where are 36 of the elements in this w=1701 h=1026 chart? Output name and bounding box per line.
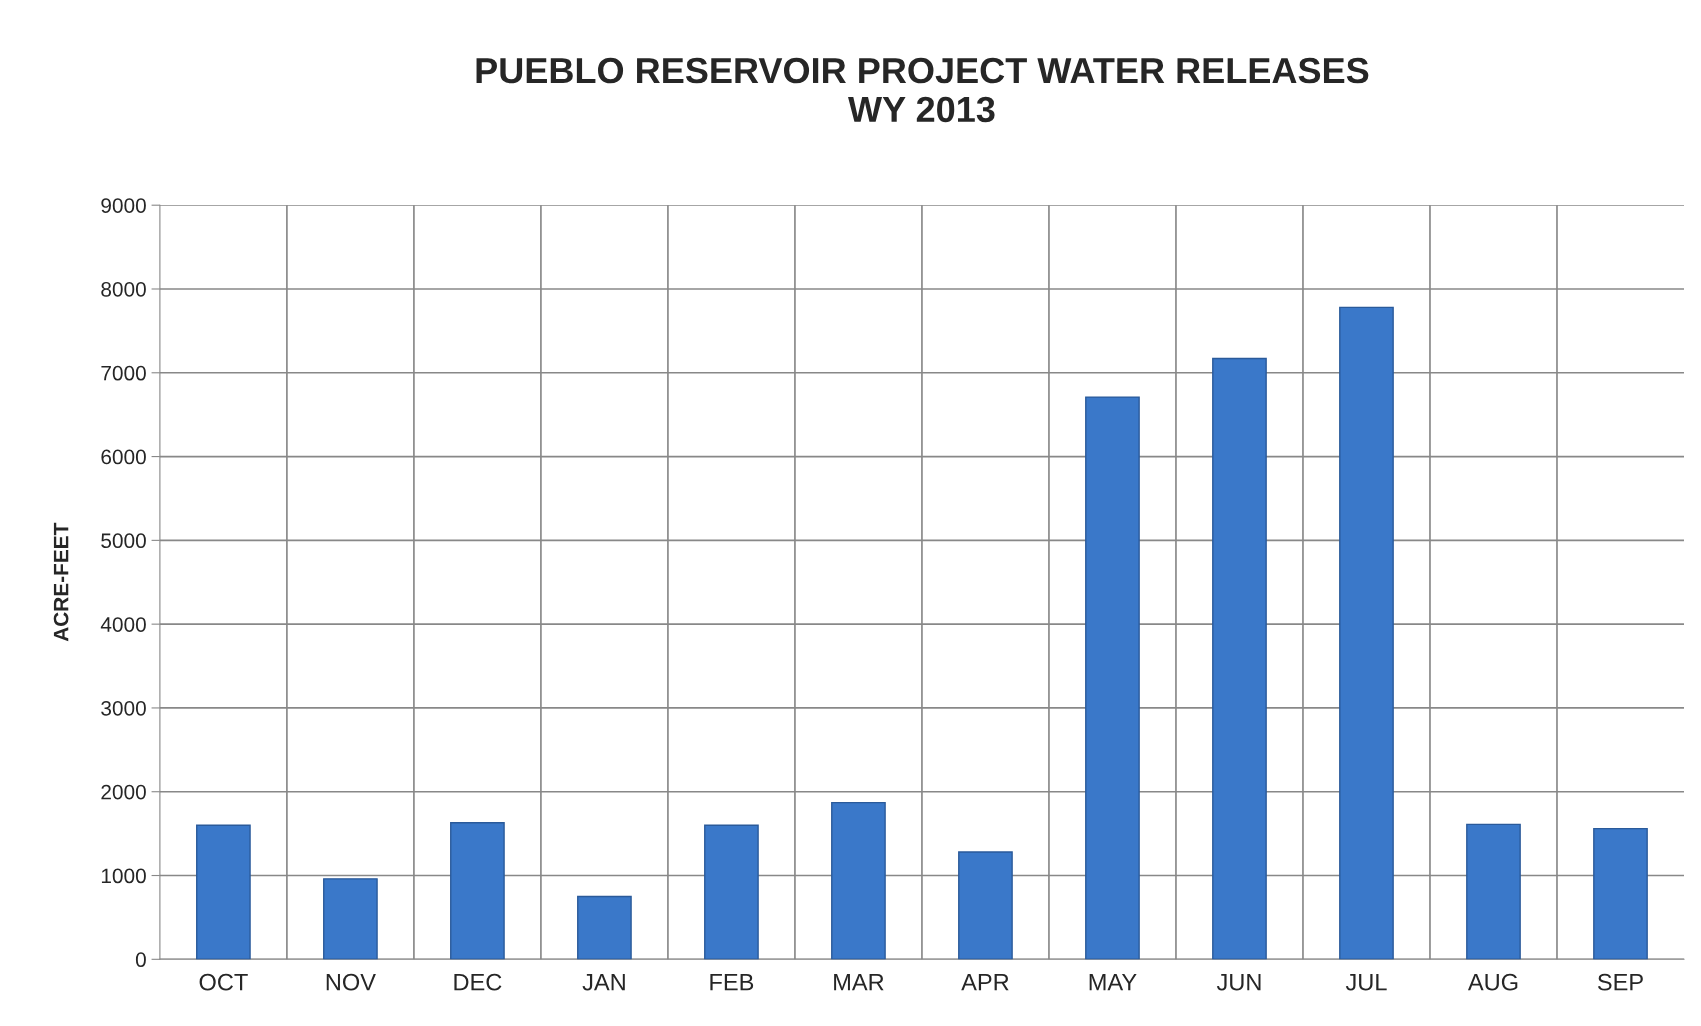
y-axis-title: ACRE-FEET <box>53 522 69 642</box>
y-tick-label: 9000 <box>101 198 146 213</box>
bar <box>1212 357 1267 960</box>
chart-title: PUEBLO RESERVOIR PROJECT WATER RELEASES WY 2013 <box>476 57 1369 123</box>
y-tick-label: 6000 <box>101 449 146 465</box>
bar <box>958 851 1013 960</box>
bar <box>323 878 378 960</box>
x-tick-label: JUL <box>1345 974 1387 991</box>
bar <box>704 824 759 960</box>
x-tick-label: MAR <box>834 974 884 991</box>
bar <box>831 801 886 960</box>
bar <box>577 895 632 960</box>
x-tick-label: DEC <box>454 973 502 991</box>
y-tick-label: 7000 <box>101 365 146 381</box>
y-tick-label: 4000 <box>100 617 146 632</box>
y-tick-label: 8000 <box>101 281 146 297</box>
bar <box>196 824 251 960</box>
y-tick-label: 5000 <box>101 533 146 549</box>
x-tick-label: NOV <box>326 973 376 991</box>
bar <box>1085 396 1140 960</box>
x-tick-label: AUG <box>1467 973 1518 991</box>
bar <box>1466 823 1521 960</box>
x-tick-label: JUN <box>1216 974 1261 991</box>
y-tick-label: 1000 <box>101 868 146 884</box>
y-tick-label: 0 <box>135 952 146 968</box>
bar <box>1339 306 1394 960</box>
y-tick-label: 2000 <box>101 784 146 800</box>
bar <box>1593 827 1648 960</box>
bar <box>450 822 505 960</box>
y-tick-label: 3000 <box>101 700 146 716</box>
x-tick-label: MAY <box>1089 974 1137 991</box>
x-tick-label: APR <box>961 974 1009 991</box>
x-tick-label: JAN <box>582 974 625 991</box>
x-tick-label: FEB <box>710 974 754 991</box>
x-tick-label: OCT <box>199 973 248 991</box>
x-tick-label: SEP <box>1597 973 1643 991</box>
